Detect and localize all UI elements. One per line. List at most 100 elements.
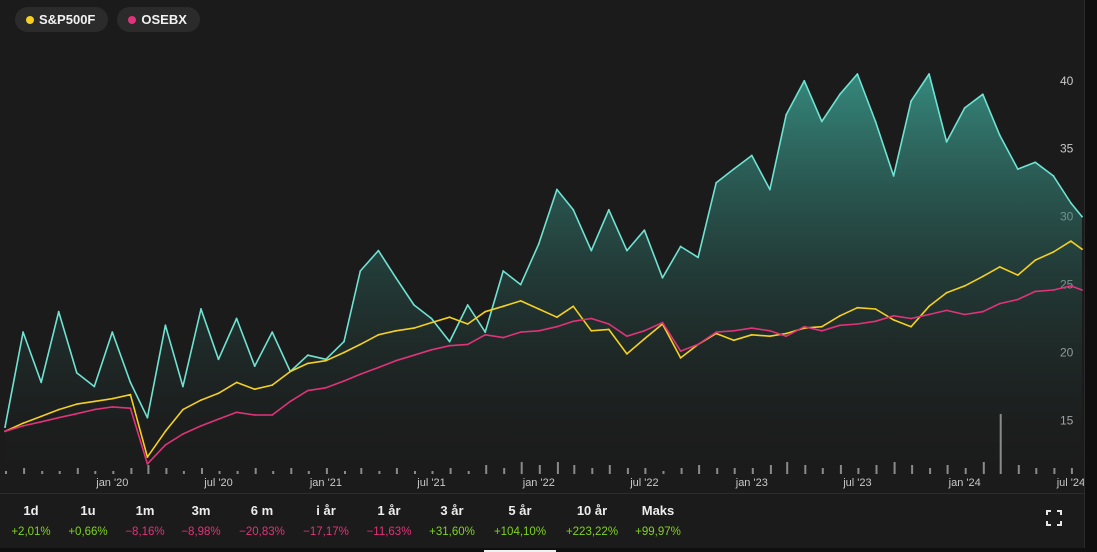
volume-bar — [325, 468, 328, 474]
data-point — [93, 408, 96, 411]
data-point — [572, 305, 575, 308]
data-point — [359, 343, 362, 346]
data-point — [626, 353, 628, 355]
period-6-m[interactable]: 6 m −20,83% — [232, 503, 292, 538]
data-point — [111, 331, 114, 333]
volume-bar — [821, 468, 824, 474]
data-point — [164, 430, 167, 433]
data-point — [998, 134, 1001, 137]
data-point — [484, 331, 487, 333]
volume-bar — [112, 471, 115, 474]
data-point — [359, 270, 362, 272]
data-point — [874, 120, 877, 123]
data-point — [413, 304, 415, 306]
data-point — [4, 430, 6, 433]
x-tick-label: jul '23 — [842, 477, 871, 489]
period-5-år[interactable]: 5 år +104,10% — [484, 503, 556, 552]
data-point — [377, 249, 380, 252]
data-point — [1052, 289, 1055, 291]
data-point — [1081, 289, 1083, 291]
period-label: 10 år — [576, 503, 608, 518]
volume-bar — [929, 468, 932, 474]
period-label: 1u — [80, 503, 96, 518]
volume-bar — [218, 471, 221, 474]
data-point — [590, 249, 593, 252]
data-point — [253, 414, 256, 416]
volume-bar — [254, 468, 257, 474]
data-point — [182, 385, 184, 388]
period-label: i år — [316, 503, 336, 518]
period-1u[interactable]: 1u +0,66% — [58, 503, 118, 538]
data-point — [643, 338, 646, 340]
legend-item-sp500f[interactable]: S&P500F — [15, 7, 109, 32]
data-point — [892, 175, 895, 177]
period-Maks[interactable]: Maks +99,97% — [628, 503, 688, 538]
period-selector: 1d +2,01% 1u +0,66% 1m −8,16% 3m −8,98% 6 m −20,8… — [0, 493, 1084, 552]
data-point — [856, 323, 859, 325]
data-point — [217, 358, 220, 361]
period-3-år[interactable]: 3 år +31,60% — [422, 503, 482, 538]
data-point — [325, 359, 327, 362]
period-1-år[interactable]: 1 år −11,63% — [359, 503, 419, 538]
data-point — [769, 329, 771, 332]
period-label: 6 m — [250, 503, 274, 518]
period-change: −8,98% — [181, 526, 221, 538]
data-point — [519, 283, 522, 286]
data-point — [643, 229, 646, 232]
x-tick-label: jan '21 — [309, 477, 342, 489]
data-point — [732, 329, 735, 332]
volume-bar — [680, 468, 683, 474]
data-point — [75, 372, 78, 374]
data-point — [40, 420, 43, 423]
period-i-år[interactable]: i år −17,17% — [296, 503, 356, 538]
period-label: 3m — [191, 503, 211, 518]
volume-bar — [698, 465, 701, 474]
data-point — [556, 325, 558, 328]
volume-bar — [893, 462, 896, 474]
legend-item-osebx[interactable]: OSEBX — [117, 7, 200, 32]
data-point — [945, 141, 948, 143]
data-point — [785, 113, 788, 116]
data-point — [820, 325, 823, 328]
period-label: 1m — [135, 503, 155, 518]
period-change: +223,22% — [565, 526, 619, 538]
volume-bar — [573, 465, 576, 474]
period-1d[interactable]: 1d +2,01% — [1, 503, 61, 538]
volume-bar — [751, 468, 754, 474]
data-point — [466, 323, 469, 325]
period-10-år[interactable]: 10 år +223,22% — [562, 503, 622, 538]
data-point — [146, 463, 149, 465]
volume-bar — [875, 465, 878, 474]
legend-label: S&P500F — [39, 12, 96, 27]
data-point — [590, 317, 593, 320]
data-point — [182, 408, 184, 411]
data-point — [661, 276, 664, 279]
data-point — [1034, 290, 1037, 293]
data-point — [1034, 161, 1037, 164]
data-point — [856, 73, 859, 75]
period-1m[interactable]: 1m −8,16% — [115, 503, 175, 538]
legend: S&P500F OSEBX — [15, 7, 200, 32]
period-change: +99,97% — [635, 526, 681, 538]
data-point — [502, 305, 505, 308]
volume-bar — [449, 468, 452, 474]
period-3m[interactable]: 3m −8,98% — [171, 503, 231, 538]
period-change: −17,17% — [303, 526, 349, 538]
volume-bar — [520, 462, 523, 474]
data-point — [732, 339, 735, 342]
x-tick-label: jan '24 — [948, 477, 981, 489]
data-point — [164, 444, 167, 446]
volume-bar — [378, 471, 381, 474]
data-point — [413, 354, 415, 357]
data-point — [715, 331, 718, 333]
sp500f-dot-icon — [26, 15, 34, 24]
data-point — [200, 425, 202, 427]
data-point — [502, 270, 505, 272]
data-point — [200, 308, 202, 310]
data-point — [93, 400, 96, 403]
data-point — [448, 340, 451, 343]
data-point — [377, 333, 380, 336]
fullscreen-button[interactable] — [1046, 510, 1062, 526]
data-point — [129, 381, 132, 384]
